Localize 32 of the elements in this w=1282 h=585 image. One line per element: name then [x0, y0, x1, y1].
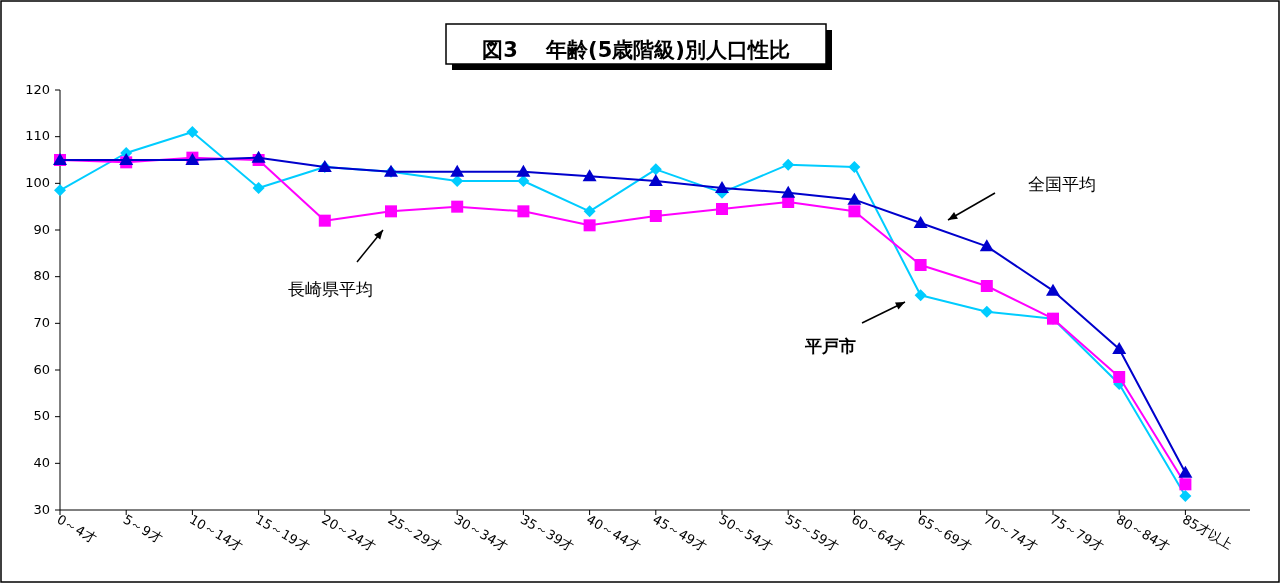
- y-tick-label: 40: [33, 454, 50, 470]
- x-tick-label: 15～19才: [253, 511, 312, 555]
- x-tick-label: 75～79才: [1047, 511, 1107, 555]
- x-tick-label: 5～9才: [120, 511, 166, 546]
- y-tick-label: 100: [25, 174, 50, 190]
- x-tick-label: 35～39才: [517, 511, 577, 555]
- y-tick-label: 90: [33, 221, 50, 237]
- chart-title: 図3 年齢(5歳階級)別人口性比: [482, 38, 790, 62]
- x-tick-label: 25～29才: [385, 511, 445, 555]
- x-tick-label: 70～74才: [981, 511, 1040, 555]
- annotation: 長崎県平均: [287, 279, 373, 299]
- y-tick-label: 50: [33, 408, 50, 424]
- y-tick-label: 70: [33, 314, 50, 330]
- x-tick-label: 85才以上: [1179, 511, 1236, 553]
- annotation: 平戸市: [803, 336, 856, 356]
- x-tick-label: 50～54才: [716, 511, 776, 555]
- y-tick-label: 120: [25, 81, 50, 97]
- x-tick-label: 80～84才: [1113, 511, 1173, 555]
- x-tick-label: 55～59才: [782, 511, 842, 555]
- y-tick-label: 30: [33, 501, 50, 517]
- y-tick-label: 110: [25, 128, 50, 144]
- y-tick-label: 80: [33, 268, 50, 284]
- x-tick-label: 20～24才: [319, 511, 378, 555]
- x-tick-label: 40～44才: [584, 511, 643, 555]
- y-tick-label: 60: [33, 361, 50, 377]
- x-tick-label: 0～4才: [54, 511, 99, 546]
- annotation: 全国平均: [1028, 174, 1096, 194]
- x-tick-label: 45～49才: [650, 511, 709, 555]
- x-tick-label: 65～69才: [915, 511, 974, 555]
- x-tick-label: 60～64才: [848, 511, 908, 555]
- x-tick-label: 10～14才: [186, 511, 246, 555]
- x-tick-label: 30～34才: [451, 511, 511, 555]
